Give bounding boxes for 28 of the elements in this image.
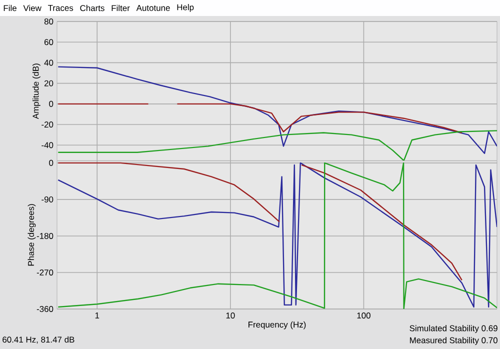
text: Traces (48, 5, 74, 11)
x-tick-label: 1 (95, 312, 100, 318)
y-tick-label: -40 (42, 142, 54, 148)
text: Help (177, 4, 194, 12)
text: Filter (112, 4, 130, 12)
text: Simulated Stability 0.69 (410, 325, 498, 333)
y-tick-label: -360 (36, 306, 54, 312)
text: Charts (80, 4, 104, 12)
y-tick-label: -20 (42, 122, 54, 128)
y-tick-label: 80 (44, 18, 54, 24)
x-tick-label: 100 (357, 312, 370, 319)
text: Autotune (136, 5, 170, 11)
y-tick-label: -270 (36, 269, 54, 276)
y-tick-label: 0 (49, 100, 54, 107)
x-axis-title: Frequency (Hz) (248, 321, 306, 330)
y-tick-label: -90 (42, 196, 54, 202)
y-tick-label: 20 (44, 80, 54, 86)
y-axis-title: Phase (degrees) (28, 204, 36, 266)
y-axis-title: Amplitude (dB) (32, 64, 40, 120)
text: 60.41 Hz, 81.47 dB (2, 336, 74, 344)
x-tick-label: 10 (226, 312, 235, 319)
y-tick-label: -180 (36, 232, 54, 239)
y-tick-label: 0 (49, 160, 54, 166)
y-tick-label: 60 (44, 39, 54, 46)
text: File (4, 4, 16, 12)
y-tick-label: 40 (44, 60, 54, 66)
text: View (23, 4, 42, 12)
text: Measured Stability 0.70 (410, 337, 498, 345)
